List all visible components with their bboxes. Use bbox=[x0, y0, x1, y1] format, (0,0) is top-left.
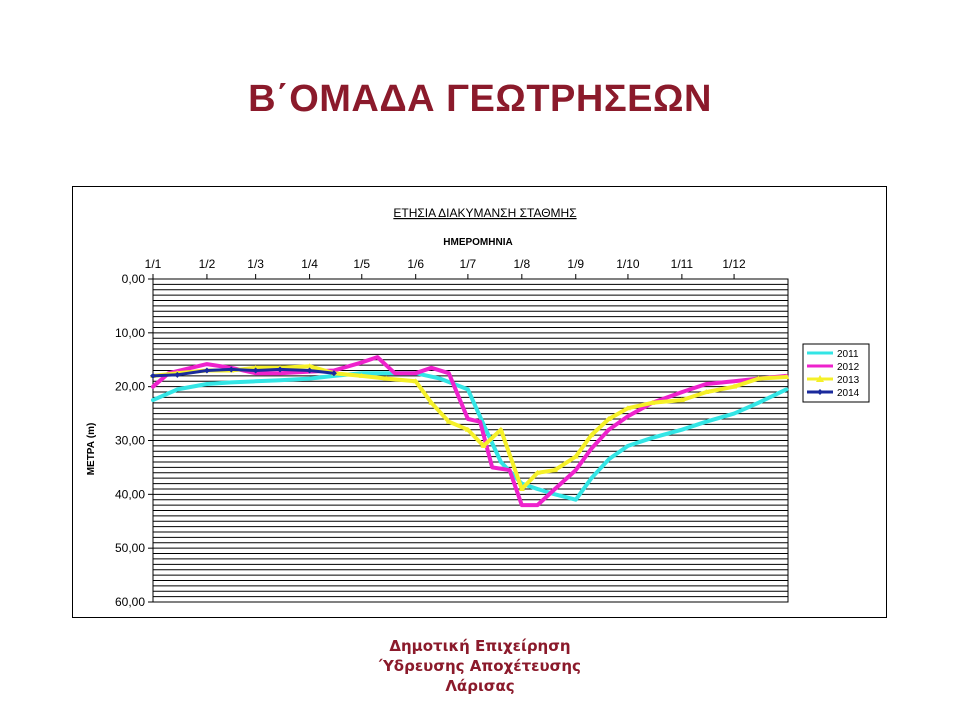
y-tick-label: 10,00 bbox=[115, 326, 145, 340]
data-point-2013 bbox=[755, 375, 762, 381]
y-axis-label: ΜΕΤΡΑ (m) bbox=[86, 423, 97, 476]
data-point-2013 bbox=[588, 432, 595, 438]
x-tick-label: 1/7 bbox=[460, 257, 477, 271]
data-point-2014 bbox=[277, 366, 283, 373]
data-point-2013 bbox=[383, 375, 390, 381]
x-tick-label: 1/5 bbox=[353, 257, 370, 271]
data-point-2014 bbox=[306, 367, 313, 374]
data-point-2013 bbox=[464, 426, 471, 432]
data-point-2013 bbox=[306, 363, 313, 369]
legend-marker-2013 bbox=[816, 375, 824, 382]
y-tick-label: 60,00 bbox=[115, 595, 145, 609]
x-tick-label: 1/8 bbox=[513, 257, 530, 271]
data-point-2013 bbox=[518, 485, 525, 491]
y-tick-label: 40,00 bbox=[115, 487, 145, 501]
x-axis-label: ΗΜΕΡΟΜΗΝΙΑ bbox=[443, 237, 512, 248]
plot-area: 0,00 10,00 20,00 30,00 40,00 50,00 60,00 1/1 1/2… bbox=[115, 257, 790, 609]
footer-line-3: Λάρισας bbox=[445, 677, 515, 695]
legend-label-2011: 2011 bbox=[837, 349, 859, 360]
data-point-2013 bbox=[783, 373, 790, 379]
chart-title: ΕΤΗΣΙΑ ΔΙΑΚΥΜΑΝΣΗ ΣΤΑΘΜΗΣ bbox=[393, 206, 576, 220]
legend-label-2012: 2012 bbox=[837, 362, 860, 373]
y-tick-label: 20,00 bbox=[115, 380, 145, 394]
x-tick-label: 1/4 bbox=[301, 257, 318, 271]
legend: 2011 2012 2013 2014 bbox=[802, 343, 870, 403]
y-tick-label: 0,00 bbox=[122, 272, 146, 286]
x-tick-label: 1/10 bbox=[616, 257, 640, 271]
series-line-2011 bbox=[151, 371, 789, 502]
legend-label-2014: 2014 bbox=[837, 388, 860, 399]
footer-line-2: Ύδρευσης Αποχέτευσης bbox=[379, 657, 581, 675]
data-point-2013 bbox=[428, 399, 435, 405]
data-point-2013 bbox=[534, 469, 541, 475]
footer: Δημοτική Επιχείρηση Ύδρευσης Αποχέτευσης… bbox=[0, 636, 960, 696]
x-tick-label: 1/3 bbox=[247, 257, 264, 271]
data-point-2014 bbox=[330, 370, 337, 377]
data-point-2013 bbox=[678, 397, 685, 403]
x-tick-label: 1/1 bbox=[145, 257, 162, 271]
x-tick-label: 1/11 bbox=[671, 257, 694, 271]
data-point-2014 bbox=[252, 367, 259, 374]
chart-frame: ΕΤΗΣΙΑ ΔΙΑΚΥΜΑΝΣΗ ΣΤΑΘΜΗΣ ΗΜΕΡΟΜΗΝΙΑ ΜΕΤ… bbox=[72, 186, 887, 618]
y-tick-label: 50,00 bbox=[115, 541, 145, 555]
data-point-2013 bbox=[624, 405, 631, 411]
data-point-2013 bbox=[412, 378, 419, 384]
data-point-2014 bbox=[203, 367, 210, 374]
data-point-2013 bbox=[649, 399, 656, 405]
x-tick-label: 1/2 bbox=[199, 257, 216, 271]
data-point-2013 bbox=[445, 418, 452, 424]
data-point-2014 bbox=[174, 371, 181, 378]
footer-line-1: Δημοτική Επιχείρηση bbox=[389, 637, 571, 655]
data-point-2013 bbox=[572, 453, 579, 459]
data-point-2013 bbox=[358, 372, 365, 378]
legend-label-2013: 2013 bbox=[837, 375, 860, 386]
legend-marker-2014 bbox=[817, 389, 823, 395]
x-tick-label: 1/12 bbox=[722, 257, 746, 271]
x-tick-label: 1/9 bbox=[567, 257, 584, 271]
data-point-2013 bbox=[551, 467, 558, 473]
data-point-2014 bbox=[228, 366, 235, 373]
data-point-2014 bbox=[150, 372, 156, 379]
data-point-2013 bbox=[252, 364, 259, 370]
water-level-chart: ΕΤΗΣΙΑ ΔΙΑΚΥΜΑΝΣΗ ΣΤΑΘΜΗΣ ΗΜΕΡΟΜΗΝΙΑ ΜΕΤ… bbox=[86, 206, 870, 609]
data-point-2013 bbox=[605, 415, 612, 421]
data-point-2013 bbox=[480, 442, 487, 448]
y-tick-label: 30,00 bbox=[115, 434, 145, 448]
series-line-2014 bbox=[151, 367, 336, 378]
data-point-2013 bbox=[497, 426, 504, 432]
data-point-2013 bbox=[703, 389, 710, 395]
slide-title: Β΄ΟΜΑΔΑ ΓΕΩΤΡΗΣΕΩΝ bbox=[248, 78, 712, 120]
x-tick-label: 1/6 bbox=[407, 257, 424, 271]
data-point-2013 bbox=[731, 383, 738, 389]
